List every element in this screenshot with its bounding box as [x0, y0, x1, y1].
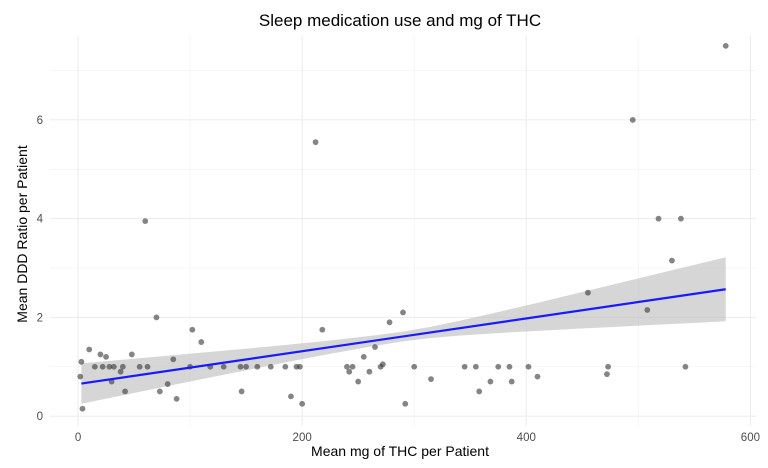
data-point: [682, 363, 689, 370]
data-point: [629, 117, 636, 123]
data-point: [144, 363, 151, 370]
x-tick-label: 400: [517, 432, 536, 444]
data-point: [142, 218, 149, 225]
data-point: [411, 363, 418, 370]
data-point: [198, 339, 205, 345]
x-tick-label: 0: [75, 432, 81, 444]
data-point: [170, 356, 177, 363]
x-axis-ticks: 0 200 400 600: [75, 432, 760, 444]
data-point: [189, 326, 196, 333]
data-point: [604, 371, 610, 378]
data-point: [312, 139, 319, 146]
regression-line: [81, 288, 726, 385]
data-point: [136, 363, 143, 370]
confidence-band-layer: [81, 257, 726, 404]
plot-area: [50, 36, 756, 426]
data-point: [106, 363, 113, 370]
data-point: [495, 363, 502, 370]
data-point: [722, 42, 729, 49]
data-point: [91, 363, 98, 370]
data-point: [173, 395, 180, 402]
data-point: [379, 361, 386, 368]
data-point: [360, 353, 367, 360]
data-point: [644, 307, 651, 313]
data-point: [585, 289, 591, 296]
data-point: [237, 363, 244, 370]
y-axis-label: Mean DDD Ratio per Patient: [14, 145, 30, 323]
data-point: [282, 363, 289, 370]
data-point: [153, 314, 160, 321]
fit-line-layer: [81, 288, 726, 385]
data-point: [119, 363, 126, 370]
data-point: [372, 344, 378, 350]
data-point: [461, 363, 468, 370]
data-point: [366, 368, 373, 375]
data-point: [349, 363, 356, 370]
data-point: [267, 363, 274, 370]
data-point: [402, 400, 409, 407]
data-point: [476, 388, 483, 395]
y-tick-label: 4: [37, 214, 44, 226]
data-point: [319, 326, 326, 333]
data-point: [355, 378, 362, 385]
data-point: [288, 393, 294, 400]
data-point: [669, 257, 675, 264]
data-point: [605, 363, 611, 370]
confidence-band: [81, 257, 726, 404]
y-axis-ticks: 0 2 4 6: [37, 115, 44, 423]
data-point: [525, 363, 532, 370]
data-point: [678, 215, 684, 222]
data-point: [220, 363, 227, 370]
data-point: [386, 319, 393, 326]
data-point: [117, 368, 124, 375]
data-point: [78, 358, 85, 365]
data-point: [506, 363, 513, 370]
data-point: [487, 378, 494, 385]
data-point: [243, 363, 250, 370]
x-tick-label: 600: [741, 432, 760, 444]
data-point: [156, 388, 163, 395]
data-point: [128, 351, 135, 358]
data-point: [110, 363, 117, 370]
data-point: [428, 376, 434, 383]
y-tick-label: 0: [37, 411, 43, 423]
x-tick-label: 200: [293, 432, 312, 444]
data-point: [238, 388, 245, 395]
data-point: [472, 363, 479, 370]
data-point: [77, 373, 84, 380]
data-point: [254, 363, 261, 370]
data-point: [79, 405, 86, 412]
data-point: [86, 346, 93, 353]
data-point: [97, 351, 104, 358]
data-point: [299, 400, 306, 407]
data-point: [346, 368, 353, 375]
data-point: [534, 373, 541, 380]
data-point: [122, 388, 128, 395]
data-point: [297, 363, 303, 370]
x-axis-label: Mean mg of THC per Patient: [311, 443, 489, 459]
data-point: [103, 353, 109, 360]
data-point: [164, 381, 171, 387]
data-point: [508, 378, 515, 385]
chart-title: Sleep medication use and mg of THC: [259, 11, 541, 30]
y-tick-label: 2: [37, 312, 43, 324]
points-layer: [77, 42, 729, 412]
y-tick-label: 6: [37, 115, 43, 127]
data-point: [400, 309, 406, 316]
data-point: [99, 363, 106, 370]
data-point: [655, 215, 662, 222]
data-point: [344, 363, 350, 370]
